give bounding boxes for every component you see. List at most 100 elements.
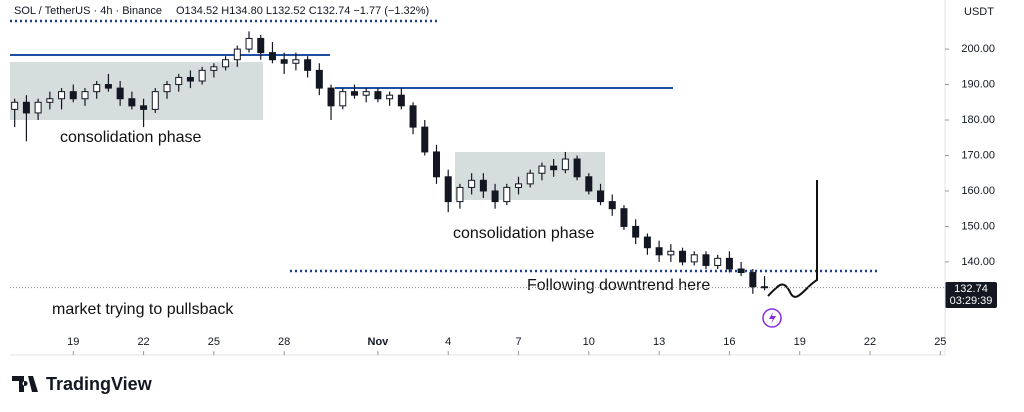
annotation: Following downtrend here — [527, 277, 710, 294]
candle-body — [561, 158, 569, 171]
candle-body — [690, 254, 698, 263]
candle-body — [526, 172, 534, 185]
candle-body — [667, 250, 675, 256]
y-tick-label: 190.00 — [961, 78, 995, 90]
candle-body — [304, 59, 312, 71]
y-tick-label: 180.00 — [961, 114, 995, 126]
projection-path — [767, 180, 818, 298]
x-tick-label: 4 — [445, 336, 451, 348]
x-tick-label: 28 — [278, 336, 290, 348]
candle-body — [69, 91, 77, 100]
last-price: 132.74 — [954, 283, 988, 295]
candle-body — [257, 37, 265, 54]
annotation: consolidation phase — [60, 129, 202, 146]
candle-body — [128, 98, 136, 107]
y-tick-label: 150.00 — [961, 220, 995, 232]
x-tick-label: 25 — [934, 336, 946, 348]
candle-body — [737, 268, 745, 274]
candle-body — [573, 158, 581, 178]
candle-body — [93, 84, 101, 93]
candle-body — [421, 126, 429, 153]
candle-body — [714, 257, 722, 266]
candle-body — [538, 165, 546, 174]
candle-body — [198, 69, 206, 82]
y-tick-label: 170.00 — [961, 149, 995, 161]
event-icon — [769, 312, 776, 324]
candle-body — [104, 84, 112, 89]
candle-body — [210, 66, 218, 71]
annotation: consolidation phase — [453, 225, 595, 242]
candle-body — [46, 98, 54, 103]
x-tick-label: 19 — [67, 336, 79, 348]
candle-body — [585, 176, 593, 192]
candle-body — [456, 186, 464, 203]
brand: TradingView — [46, 374, 153, 394]
candle-body — [339, 91, 347, 107]
candle-body — [315, 69, 323, 89]
candle-body — [749, 272, 757, 288]
y-tick-label: 140.00 — [961, 256, 995, 268]
candle-body — [233, 48, 241, 61]
candle-body — [679, 250, 687, 263]
candle-body — [245, 37, 253, 50]
candle-body — [515, 183, 523, 188]
x-tick-label: 19 — [794, 336, 806, 348]
x-tick-label: 22 — [137, 336, 149, 348]
candle-body — [702, 254, 710, 266]
x-tick-label: 25 — [208, 336, 220, 348]
candle-body — [386, 94, 394, 100]
candle-body — [632, 225, 640, 238]
candle-body — [608, 201, 616, 210]
candle-body — [222, 59, 230, 68]
candle-body — [268, 52, 276, 61]
ohlc: O134.52 H134.80 L132.52 C132.74 −1.77 (−… — [176, 5, 429, 17]
candle-body — [362, 91, 370, 96]
candle-body — [34, 101, 42, 114]
candle-body — [175, 76, 183, 86]
candle-body — [620, 208, 628, 227]
candle-body — [761, 286, 769, 289]
x-tick-label: 13 — [653, 336, 665, 348]
candle-body — [327, 87, 335, 107]
candle-body — [491, 190, 499, 203]
x-tick-label: 22 — [864, 336, 876, 348]
y-tick-label: 200.00 — [961, 43, 995, 55]
x-tick-label: 10 — [583, 336, 595, 348]
candle-body — [444, 176, 452, 203]
candle-body — [725, 257, 733, 270]
candle-body — [503, 186, 511, 203]
candle-body — [58, 91, 66, 100]
currency: USDT — [964, 6, 994, 18]
price-label-box — [945, 282, 997, 308]
candle-body — [116, 87, 124, 100]
candle-body — [292, 59, 300, 64]
x-tick-label: 16 — [723, 336, 735, 348]
candle-body — [81, 91, 89, 100]
candle-body — [11, 101, 19, 110]
candle-body — [186, 76, 194, 82]
range-box — [10, 62, 263, 120]
candle-body — [151, 91, 159, 110]
x-tick-label: Nov — [368, 336, 390, 348]
candle-body — [597, 190, 605, 203]
countdown: 03:29:39 — [950, 295, 993, 307]
x-tick-label: 7 — [515, 336, 521, 348]
candle-body — [643, 236, 651, 249]
candle-body — [397, 94, 405, 107]
candle-body — [22, 101, 30, 114]
logo — [12, 376, 38, 392]
candle-body — [409, 105, 417, 128]
candle-body — [468, 179, 476, 188]
y-tick-label: 160.00 — [961, 185, 995, 197]
candle-body — [350, 91, 358, 96]
candle-body — [140, 105, 148, 110]
candle-body — [280, 59, 288, 64]
candle-body — [479, 179, 487, 192]
annotation: market trying to pullsback — [52, 301, 234, 318]
candle-body — [655, 247, 663, 256]
candle-body — [374, 91, 382, 100]
candle-body — [550, 165, 558, 171]
candle-body — [163, 84, 171, 93]
symbol: SOL / TetherUS · 4h · Binance — [14, 5, 162, 17]
